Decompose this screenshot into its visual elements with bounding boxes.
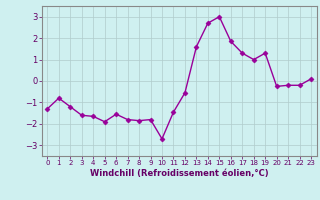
X-axis label: Windchill (Refroidissement éolien,°C): Windchill (Refroidissement éolien,°C) xyxy=(90,169,268,178)
